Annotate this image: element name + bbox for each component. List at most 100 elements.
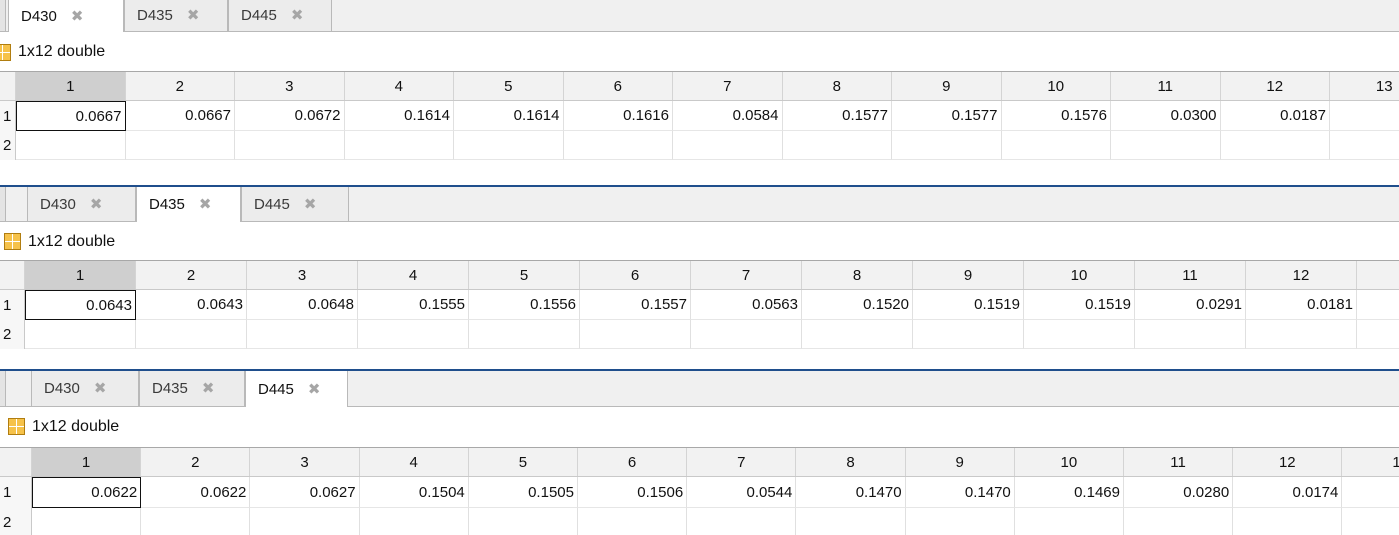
table-cell[interactable] <box>1330 101 1399 131</box>
table-cell[interactable] <box>25 320 136 349</box>
tab-d430[interactable]: D430 ✖ <box>8 0 124 32</box>
tab-d435[interactable]: D435 ✖ <box>139 371 245 406</box>
table-cell[interactable] <box>1342 477 1399 508</box>
column-header[interactable]: 4 <box>345 72 454 100</box>
table-cell[interactable]: 0.1555 <box>358 290 469 320</box>
column-header[interactable]: 3 <box>247 261 358 289</box>
table-cell[interactable]: 0.0672 <box>235 101 345 131</box>
column-header[interactable]: 11 <box>1111 72 1221 100</box>
row-header[interactable]: 2 <box>0 320 25 349</box>
tab-d445[interactable]: D445 ✖ <box>241 187 349 221</box>
table-cell[interactable] <box>469 320 580 349</box>
column-header[interactable]: 1 <box>1342 448 1399 476</box>
column-header[interactable]: 10 <box>1024 261 1135 289</box>
table-cell[interactable]: 0.1614 <box>454 101 564 131</box>
close-icon[interactable]: ✖ <box>89 195 103 213</box>
close-icon[interactable]: ✖ <box>290 7 304 24</box>
table-cell[interactable] <box>358 320 469 349</box>
table-cell[interactable] <box>1330 131 1399 160</box>
row-header[interactable]: 1 <box>0 477 32 508</box>
tab-d430[interactable]: D430 ✖ <box>31 371 139 406</box>
table-cell[interactable] <box>578 508 688 535</box>
table-cell[interactable]: 0.0643 <box>136 290 247 320</box>
table-cell[interactable]: 0.0187 <box>1220 101 1330 131</box>
table-cell[interactable]: 0.1577 <box>892 101 1002 131</box>
table-cell[interactable]: 0.1470 <box>905 477 1015 508</box>
table-cell[interactable] <box>1357 320 1399 349</box>
table-cell[interactable] <box>892 131 1002 160</box>
table-cell[interactable] <box>563 131 673 160</box>
table-cell[interactable]: 0.1577 <box>782 101 892 131</box>
table-cell[interactable] <box>1135 320 1246 349</box>
column-header[interactable]: 2 <box>126 72 235 100</box>
table-cell[interactable] <box>250 508 360 535</box>
table-cell[interactable] <box>1233 508 1343 535</box>
table-cell[interactable] <box>235 131 345 160</box>
table-cell[interactable] <box>1024 320 1135 349</box>
column-header[interactable]: 12 <box>1233 448 1343 476</box>
table-cell[interactable] <box>1015 508 1124 535</box>
column-header[interactable]: 1 <box>32 448 142 476</box>
table-cell[interactable]: 0.1519 <box>913 290 1024 320</box>
column-header[interactable]: 9 <box>906 448 1015 476</box>
column-header[interactable]: 12 <box>1221 72 1330 100</box>
table-cell[interactable]: 0.1520 <box>802 290 913 320</box>
table-cell[interactable]: 0.1556 <box>469 290 580 320</box>
table-cell[interactable] <box>782 131 892 160</box>
column-header[interactable]: 7 <box>673 72 783 100</box>
column-header[interactable]: 10 <box>1015 448 1124 476</box>
column-header[interactable]: 5 <box>469 448 578 476</box>
row-header[interactable]: 1 <box>0 290 25 320</box>
tab-d435[interactable]: D435 ✖ <box>124 0 228 31</box>
table-cell[interactable]: 0.0627 <box>250 477 360 508</box>
table-cell[interactable] <box>796 508 906 535</box>
table-cell[interactable]: 0.1576 <box>1001 101 1111 131</box>
column-header[interactable]: 8 <box>802 261 913 289</box>
close-icon[interactable]: ✖ <box>303 195 317 213</box>
table-cell[interactable]: 0.1614 <box>344 101 454 131</box>
table-cell[interactable] <box>913 320 1024 349</box>
close-icon[interactable]: ✖ <box>307 380 321 398</box>
row-header[interactable]: 2 <box>0 508 32 535</box>
table-cell[interactable] <box>580 320 691 349</box>
table-cell[interactable]: 0.1505 <box>468 477 578 508</box>
table-cell[interactable]: 0.0563 <box>691 290 802 320</box>
column-header[interactable]: 11 <box>1135 261 1246 289</box>
table-cell[interactable] <box>802 320 913 349</box>
table-cell[interactable] <box>691 320 802 349</box>
table-cell[interactable] <box>673 131 783 160</box>
column-header[interactable]: 2 <box>141 448 251 476</box>
column-header[interactable]: 12 <box>1246 261 1357 289</box>
table-cell[interactable] <box>247 320 358 349</box>
column-header[interactable]: 2 <box>136 261 247 289</box>
column-header[interactable]: 6 <box>578 448 688 476</box>
table-cell[interactable]: 0.0643 <box>25 290 136 320</box>
column-header[interactable]: 8 <box>796 448 906 476</box>
table-cell[interactable] <box>687 508 797 535</box>
table-cell[interactable]: 0.0622 <box>141 477 251 508</box>
table-cell[interactable] <box>32 508 142 535</box>
column-header[interactable]: 9 <box>892 72 1002 100</box>
column-header[interactable]: 5 <box>454 72 564 100</box>
column-header[interactable]: 1 <box>16 72 126 100</box>
table-cell[interactable] <box>469 508 578 535</box>
close-icon[interactable]: ✖ <box>186 7 200 24</box>
close-icon[interactable]: ✖ <box>93 380 107 397</box>
table-cell[interactable]: 0.0667 <box>125 101 235 131</box>
table-cell[interactable] <box>454 131 564 160</box>
table-cell[interactable] <box>1220 131 1330 160</box>
close-icon[interactable]: ✖ <box>198 196 212 213</box>
tab-d430[interactable]: D430 ✖ <box>27 187 136 221</box>
table-cell[interactable] <box>1246 320 1357 349</box>
table-cell[interactable] <box>1357 290 1399 320</box>
table-cell[interactable]: 0.1469 <box>1014 477 1124 508</box>
column-header[interactable]: 3 <box>235 72 345 100</box>
table-cell[interactable]: 0.0291 <box>1135 290 1246 320</box>
close-icon[interactable]: ✖ <box>70 7 84 25</box>
table-cell[interactable]: 0.0181 <box>1246 290 1357 320</box>
table-cell[interactable]: 0.0622 <box>32 477 142 508</box>
column-header[interactable]: 10 <box>1002 72 1111 100</box>
table-cell[interactable] <box>344 131 454 160</box>
tab-d445[interactable]: D445 ✖ <box>228 0 332 31</box>
table-cell[interactable]: 0.1616 <box>563 101 673 131</box>
